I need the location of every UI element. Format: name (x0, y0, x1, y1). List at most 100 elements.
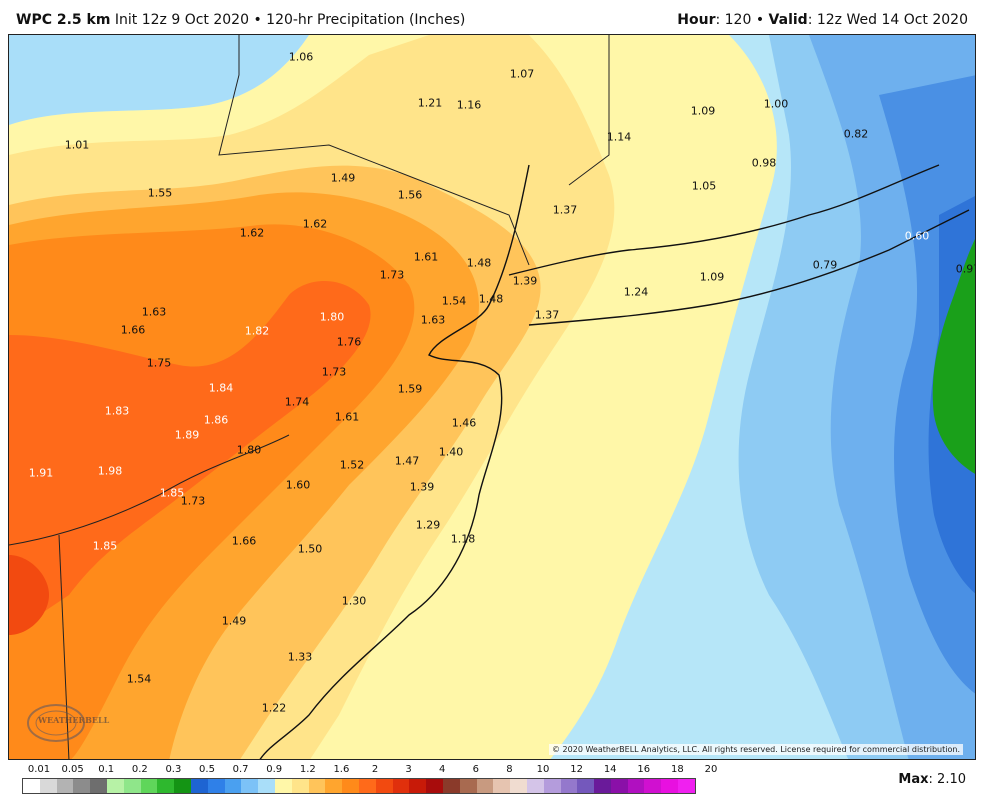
colorbar-swatch (661, 779, 679, 793)
precip-value-label: 1.91 (28, 466, 54, 480)
precip-value-label: 1.89 (174, 428, 200, 442)
colorbar-swatch (73, 779, 91, 793)
colorbar-swatch (594, 779, 611, 793)
colorbar-tick-label: 1.2 (299, 764, 316, 775)
colorbar-tick-label: 0.7 (232, 764, 249, 775)
precip-value-label: 1.73 (180, 494, 206, 508)
precip-value-label: 1.80 (236, 443, 262, 457)
colorbar-tick-label: 0.9 (266, 764, 283, 775)
colorbar-tick-label: 6 (472, 764, 479, 775)
precip-value-label: 1.07 (509, 67, 535, 81)
init-time: Init 12z 9 Oct 2020 (114, 12, 249, 28)
precip-value-label: 1.39 (512, 274, 538, 288)
precip-value-label: 1.39 (409, 480, 435, 494)
header: WPC 2.5 km Init 12z 9 Oct 2020 • 120-hr … (0, 0, 984, 34)
precip-value-label: 1.76 (336, 335, 362, 349)
colorbar-swatch (274, 779, 292, 793)
precip-value-label: 1.48 (478, 292, 504, 306)
precip-value-label: 1.30 (341, 594, 367, 608)
colorbar-swatch (610, 779, 628, 793)
hour-value: : 120 (715, 12, 752, 28)
colorbar-swatch (442, 779, 460, 793)
colorbar-swatch (543, 779, 561, 793)
colorbar-swatch (39, 779, 57, 793)
colorbar-swatch (358, 779, 376, 793)
precip-value-label: 0.97 (955, 262, 975, 276)
model-name: WPC 2.5 km (16, 12, 111, 28)
precip-value-label: 1.85 (92, 539, 118, 553)
colorbar-swatch (526, 779, 544, 793)
colorbar-swatch (392, 779, 410, 793)
precip-field (9, 35, 975, 759)
valid-label: Valid (768, 12, 808, 28)
colorbar-swatch (577, 779, 595, 793)
precip-value-label: 1.50 (297, 542, 323, 556)
colorbar-swatch (510, 779, 527, 793)
precip-value-label: 1.48 (466, 256, 492, 270)
title-bullet: • (253, 12, 262, 28)
precip-value-label: 1.49 (330, 171, 356, 185)
precipitation-map[interactable]: 1.06 1.07 1.21 1.16 1.09 1.00 1.14 0.82 1.01 0.98… (8, 34, 976, 760)
colorbar-tick-label: 0.5 (199, 764, 215, 775)
precip-value-label: 1.62 (239, 226, 265, 240)
colorbar-swatch (190, 779, 208, 793)
valid-value: : 12z Wed 14 Oct 2020 (807, 12, 968, 28)
colorbar-tick-label: 1.6 (333, 764, 350, 775)
colorbar-swatch (140, 779, 158, 793)
precip-value-label: 1.21 (417, 96, 443, 110)
colorbar-swatch (207, 779, 225, 793)
state-border-de (58, 534, 70, 759)
precip-value-label: 1.00 (763, 97, 789, 111)
map-title: WPC 2.5 km Init 12z 9 Oct 2020 • 120-hr … (16, 12, 465, 28)
precip-value-label: 1.55 (147, 186, 173, 200)
precip-value-label: 1.85 (159, 486, 185, 500)
precip-value-label: 1.74 (284, 395, 310, 409)
precip-value-label: 1.16 (456, 98, 482, 112)
hour-label: Hour (677, 12, 716, 28)
precip-value-label: 1.52 (339, 458, 365, 472)
precip-value-label: 1.54 (441, 294, 467, 308)
colorbar (22, 778, 696, 794)
precip-value-label: 1.33 (287, 650, 313, 664)
colorbar-swatch (459, 779, 477, 793)
field-green (932, 239, 975, 474)
colorbar-swatch (90, 779, 107, 793)
colorbar-tick-label: 4 (439, 764, 446, 775)
colorbar-tick-label: 2 (371, 764, 379, 775)
colorbar-swatch (241, 779, 259, 793)
precip-value-label: 1.66 (120, 323, 146, 337)
copyright-notice: © 2020 WeatherBELL Analytics, LLC. All r… (549, 744, 963, 755)
colorbar-tick-label: 18 (671, 764, 684, 775)
colorbar-swatch (174, 779, 191, 793)
precip-value-label: 1.09 (690, 104, 716, 118)
colorbar-swatch (342, 779, 359, 793)
colorbar-swatch (291, 779, 309, 793)
precip-value-label: 1.59 (397, 382, 423, 396)
precip-value-label: 0.98 (751, 156, 777, 170)
state-border-ny-nj (218, 35, 530, 266)
max-number: : 2.10 (928, 772, 966, 787)
colorbar-tick-label: 8 (506, 764, 513, 775)
max-label: Max (898, 772, 929, 787)
colorbar-tick-label: 14 (603, 764, 617, 775)
precip-value-label: 0.60 (904, 229, 930, 243)
precip-value-label: 1.40 (438, 445, 464, 459)
colorbar-swatch (308, 779, 326, 793)
colorbar-swatch (426, 779, 443, 793)
precip-value-label: 1.18 (450, 532, 476, 546)
precip-value-label: 1.37 (534, 308, 560, 322)
precip-value-label: 1.29 (415, 518, 441, 532)
precip-value-label: 0.79 (812, 258, 838, 272)
colorbar-swatch (560, 779, 578, 793)
valid-info: Hour: 120 • Valid: 12z Wed 14 Oct 2020 (677, 12, 968, 28)
colorbar-tick-label: 12 (570, 764, 583, 775)
weatherbell-logo: WEATHERBELL (25, 701, 109, 745)
colorbar-swatch (409, 779, 427, 793)
colorbar-swatch (106, 779, 124, 793)
precip-value-label: 1.46 (451, 416, 477, 430)
colorbar-tick-label: 0.3 (165, 764, 182, 775)
colorbar-tick-label: 20 (704, 764, 718, 775)
colorbar-tick-label: 16 (637, 764, 651, 775)
precip-value-label: 0.82 (843, 127, 869, 141)
colorbar-tick-label: 0.01 (27, 764, 51, 775)
